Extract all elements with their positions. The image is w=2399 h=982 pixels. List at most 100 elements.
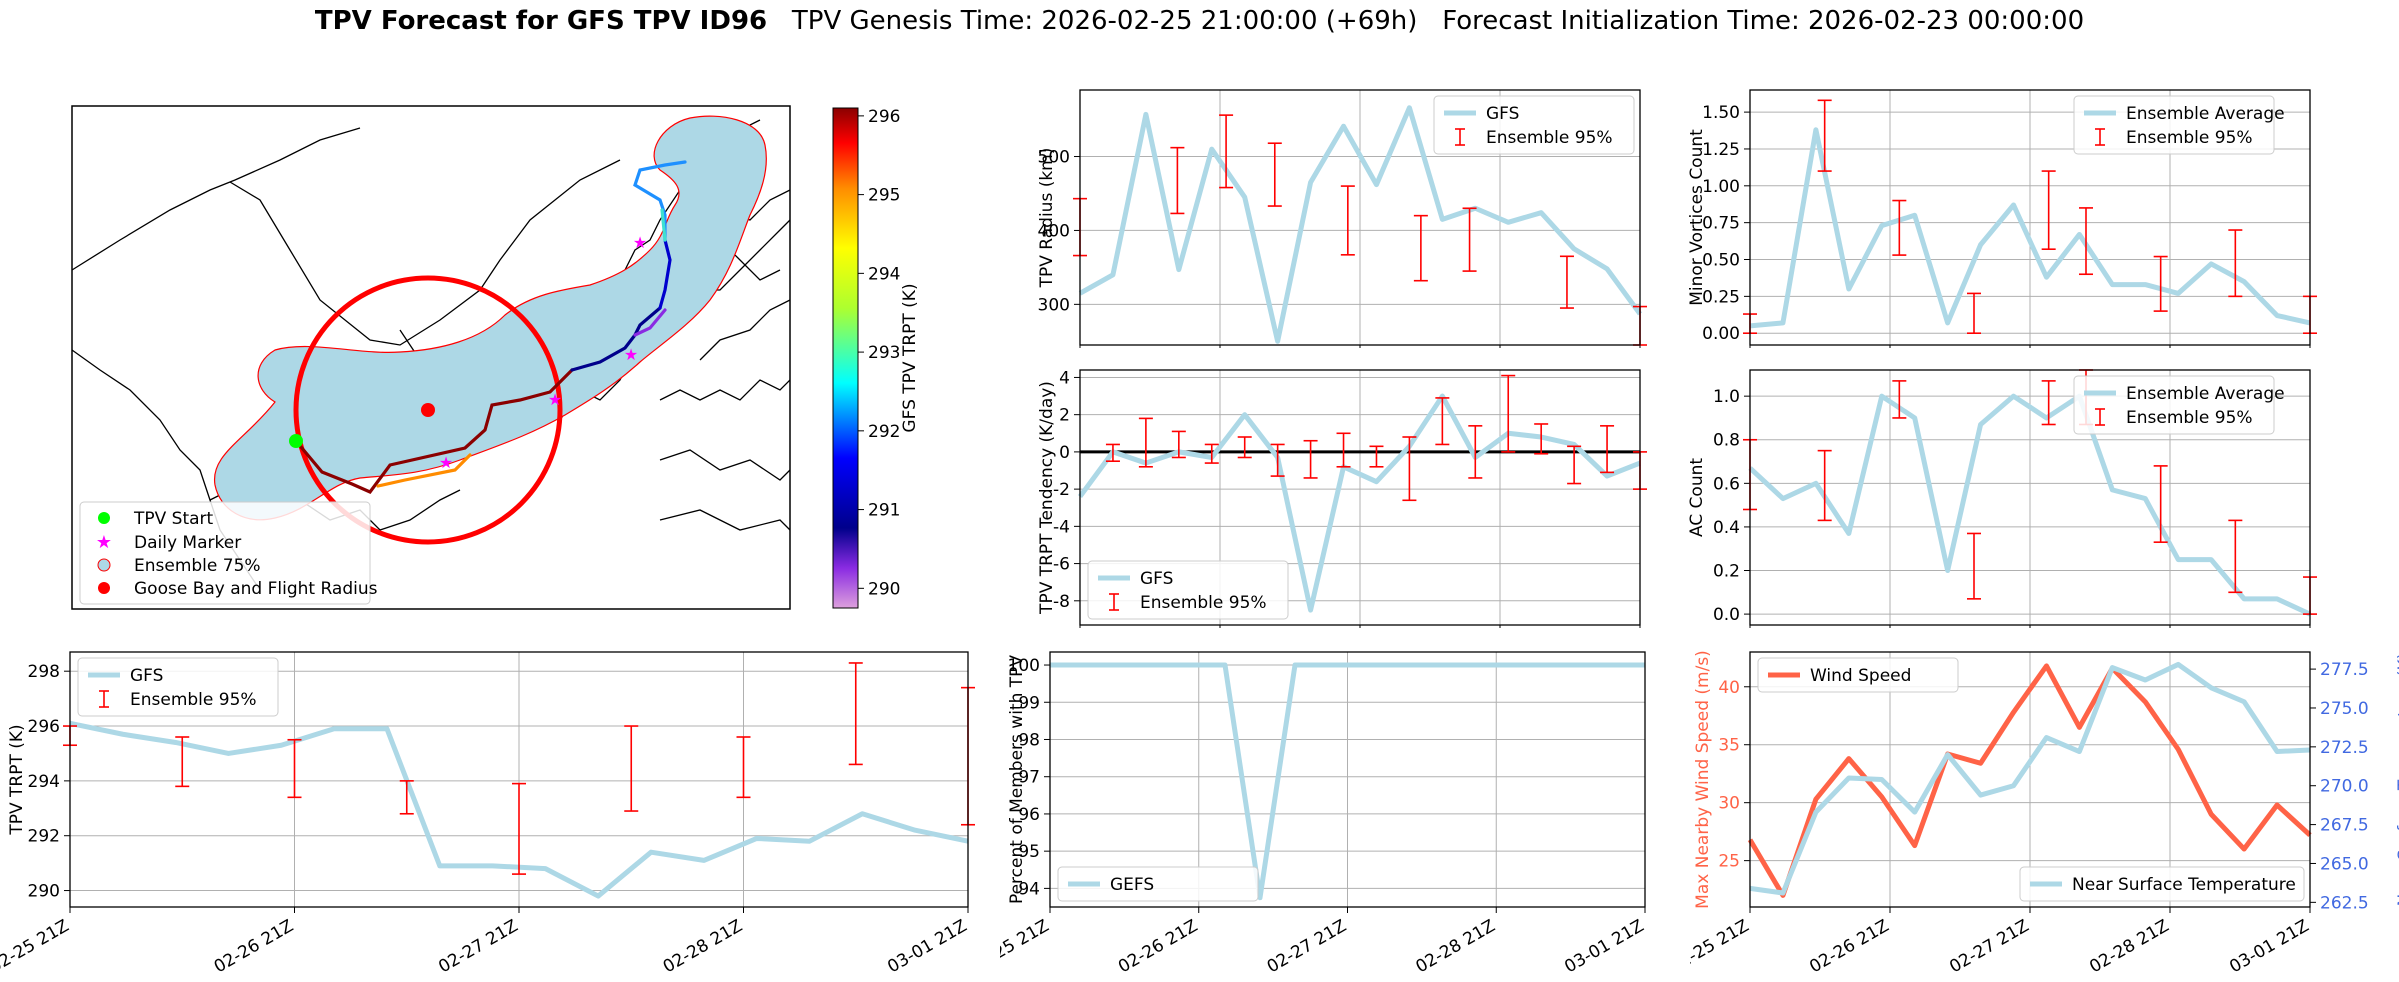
colorbar-tick-label: 295	[868, 186, 900, 206]
y-tick-label: 290	[28, 882, 60, 902]
x-tick-label: 02-27 21Z	[435, 916, 521, 977]
y-tick-label: 0	[1059, 443, 1070, 463]
legend-label: Ensemble 95%	[130, 690, 257, 710]
error-bar	[2153, 255, 2168, 312]
y-tick-label: 100	[1008, 656, 1040, 676]
daily-marker: ★	[633, 233, 647, 252]
y-tick-label: 0.6	[1713, 474, 1740, 494]
legend-goosebay-label: Goose Bay and Flight Radius	[134, 579, 378, 599]
error-bar	[1340, 185, 1355, 256]
wind-temp-chart: 02-25 21Z 02-26 21Z 02-27 21Z 02-28 21Z 03-0…	[1690, 650, 2399, 977]
y2-tick-label: 275.0	[2320, 699, 2369, 719]
y-tick-label: 94	[1018, 879, 1040, 899]
y-axis-label: Max Nearby Wind Speed (m/s)	[1693, 650, 1713, 909]
series-line	[1749, 127, 2311, 329]
error-bar	[1892, 199, 1907, 256]
y-tick-label: -4	[1053, 517, 1070, 537]
error-bar	[2079, 207, 2093, 276]
y-tick-label: 0.50	[1702, 251, 1740, 271]
map-legend: TPV Start ★ Daily Marker Ensemble 75% Go…	[79, 501, 378, 605]
legend-label: Ensemble 95%	[1486, 128, 1613, 148]
y-tick-label: 0.2	[1713, 562, 1740, 582]
y-tick-label: 30	[1718, 794, 1740, 814]
plot-frame	[1749, 651, 2311, 908]
x-tick-label: 02-25 21Z	[1690, 916, 1753, 977]
daily-marker: ★	[439, 453, 453, 472]
y-tick-label: -2	[1053, 480, 1070, 500]
plot-frame	[1749, 89, 2311, 346]
daily-marker: ★	[624, 345, 638, 364]
error-bar	[1534, 423, 1549, 455]
legend-star-icon: ★	[96, 532, 112, 553]
legend-box	[1433, 95, 1635, 155]
x-tick-label: 02-27 21Z	[1946, 916, 2032, 977]
x-tick-label: 02-26 21Z	[1115, 916, 1201, 977]
series-line	[1749, 661, 2311, 896]
error-bar	[512, 782, 526, 875]
x-tick-label: 02-26 21Z	[1806, 916, 1892, 977]
y-axis-label: Minor Vortices Count	[1687, 129, 1707, 306]
x-tick-label: 02-28 21Z	[1412, 916, 1498, 977]
error-bar	[1219, 114, 1234, 189]
y2-tick-label: 267.5	[2320, 816, 2369, 836]
y-tick-label: 40	[1718, 678, 1740, 698]
error-bar	[1817, 449, 1832, 522]
plot-frame	[69, 651, 969, 908]
y-tick-label: 0.4	[1713, 518, 1740, 538]
x-tick-label: 03-01 21Z	[2226, 916, 2312, 977]
legend: Wind Speed	[1757, 657, 1959, 693]
y-tick-label: 97	[1018, 768, 1040, 788]
legend-box	[1757, 657, 1959, 693]
error-bar	[1204, 443, 1219, 464]
y-tick-label: 96	[1018, 805, 1040, 825]
y-tick-label: 99	[1018, 693, 1040, 713]
y-tick-label: 294	[28, 772, 60, 792]
y-tick-label: 35	[1718, 736, 1740, 756]
legend-ens-label: Ensemble 75%	[134, 556, 261, 576]
y2-tick-label: 262.5	[2320, 893, 2369, 913]
colorbar-tick-label: 290	[868, 579, 900, 599]
error-bar	[1435, 397, 1450, 446]
legend: Ensemble Average Ensemble 95%	[2073, 95, 2285, 155]
plot-frame	[1749, 369, 2311, 626]
legend: Ensemble Average Ensemble 95%	[2073, 375, 2285, 435]
error-bar	[2041, 170, 2056, 250]
y-tick-label: 1.00	[1702, 177, 1740, 197]
error-bar	[1600, 425, 1615, 474]
legend-label: Ensemble 95%	[2126, 408, 2253, 428]
y-tick-label: 98	[1018, 730, 1040, 750]
error-bar	[1369, 445, 1384, 468]
x-tick-label: 02-27 21Z	[1264, 916, 1350, 977]
error-bar	[1892, 380, 1907, 419]
legend-ens-icon	[97, 558, 111, 572]
x-tick-label: 02-25 21Z	[1000, 916, 1053, 977]
x-tick-label: 03-01 21Z	[884, 916, 970, 977]
y-tick-label: 0.00	[1702, 324, 1740, 344]
error-bar	[736, 736, 751, 799]
y-tick-label: 25	[1718, 852, 1740, 872]
legend-label: GFS	[1486, 104, 1519, 124]
series-line	[1748, 393, 2312, 617]
error-bar	[175, 736, 190, 788]
legend-start-label: TPV Start	[133, 509, 214, 529]
legend: GEFS	[1057, 866, 1259, 902]
error-bar	[1817, 99, 1832, 172]
colorbar-tick-label: 293	[868, 343, 900, 363]
minor-vortices-chart: 0.00 0.25 0.50 0.75 1.00 1.25 1.50 Minor Vortic…	[1687, 89, 2317, 348]
legend-label: GEFS	[1110, 875, 1154, 895]
legend-box	[2073, 375, 2275, 435]
plot-frame	[1049, 651, 1646, 908]
error-bar	[287, 738, 302, 799]
error-bar	[1171, 430, 1186, 459]
y-tick-label: 400	[1038, 221, 1070, 241]
error-bar	[1105, 443, 1120, 463]
colorbar-label: GFS TPV TRPT (K)	[900, 283, 920, 432]
y2-tick-label: 277.5	[2320, 660, 2369, 680]
error-bar	[2041, 380, 2056, 426]
series-line	[1077, 393, 1641, 613]
y-tick-label: -6	[1053, 555, 1070, 575]
y-tick-label: 0.25	[1702, 287, 1740, 307]
y-tick-label: 500	[1038, 148, 1070, 168]
title-bold: TPV Forecast for GFS TPV ID96	[314, 6, 768, 36]
